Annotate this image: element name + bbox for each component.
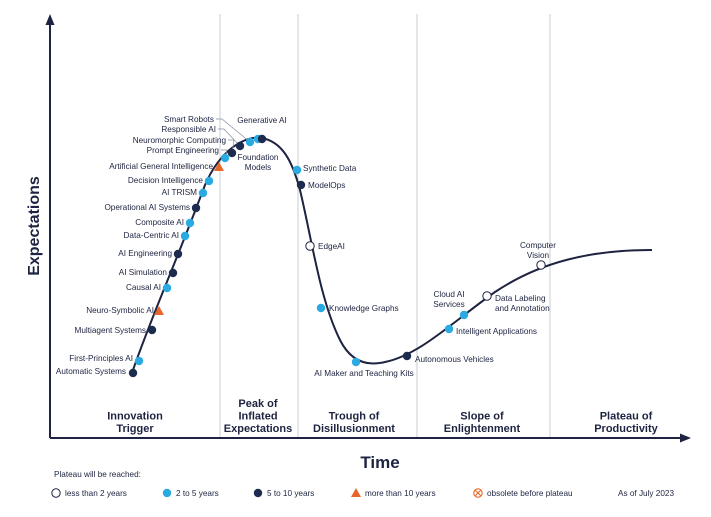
as-of-date: As of July 2023 [618, 489, 674, 498]
legend-item-obsolete-before-plateau: obsolete before plateau [487, 489, 573, 498]
legend-marker-5-to-10-years [253, 488, 263, 498]
tech-label-computer-vision: Computer [520, 241, 556, 250]
marker-causal-ai [162, 283, 172, 293]
label-leader-lines [216, 118, 251, 159]
phase-label-peak-of-inflated-expectations: Inflated [238, 411, 277, 423]
tech-label-data-labeling-and-annotation: and Annotation [495, 304, 550, 313]
leader-line [216, 118, 251, 143]
legend-title: Plateau will be reached: [54, 470, 141, 479]
tech-label-multiagent-systems: Multiagent Systems [75, 326, 146, 335]
tech-label-edgeai: EdgeAI [318, 242, 345, 251]
tech-label-ai-simulation: AI Simulation [119, 268, 168, 277]
tech-label-data-centric-ai: Data-Centric AI [123, 231, 179, 240]
marker-autonomous-vehicles [402, 351, 412, 361]
phase-label-peak-of-inflated-expectations: Expectations [224, 423, 292, 435]
tech-label-decision-intelligence: Decision Intelligence [128, 176, 204, 185]
tech-label-ai-engineering: AI Engineering [118, 249, 172, 258]
marker-composite-ai [185, 218, 195, 228]
tech-label-prompt-engineering: Prompt Engineering [147, 146, 220, 155]
tech-label-first-principles-ai: First-Principles AI [69, 354, 133, 363]
marker-multiagent-systems [147, 325, 157, 335]
marker-cloud-ai-services [459, 310, 469, 320]
marker-ai-trism [198, 188, 208, 198]
marker-neuro-symbolic-ai [154, 306, 164, 315]
tech-label-generative-ai: Generative AI [237, 116, 287, 125]
phase-label-trough-of-disillusionment: Trough of [329, 411, 380, 423]
phase-label-plateau-of-productivity: Plateau of [600, 411, 653, 423]
tech-label-operational-ai-systems: Operational AI Systems [104, 203, 190, 212]
tech-label-responsible-ai: Responsible AI [161, 125, 216, 134]
phase-label-trough-of-disillusionment: Disillusionment [313, 423, 395, 435]
x-axis-arrow [680, 433, 691, 443]
tech-label-smart-robots: Smart Robots [164, 115, 214, 124]
x-axis-title: Time [360, 453, 399, 472]
tech-label-synthetic-data: Synthetic Data [303, 164, 357, 173]
marker-automatic-systems [128, 368, 138, 378]
phase-label-plateau-of-productivity: Productivity [594, 423, 658, 435]
marker-intelligent-applications [444, 324, 454, 334]
tech-label-foundation-models: Models [245, 163, 271, 172]
hype-curve [131, 136, 653, 374]
technology-markers [128, 134, 546, 378]
marker-ai-simulation [168, 268, 178, 278]
tech-label-neuromorphic-computing: Neuromorphic Computing [133, 136, 227, 145]
marker-data-centric-ai [180, 231, 190, 241]
legend-marker-obsolete-before-plateau [473, 488, 483, 498]
tech-label-cloud-ai-services: Cloud AI [434, 290, 465, 299]
tech-label-foundation-models: Foundation [238, 153, 279, 162]
tech-label-causal-ai: Causal AI [126, 283, 161, 292]
phase-dividers [219, 14, 551, 438]
legend-marker-more-than-10-years [351, 488, 361, 497]
tech-label-artificial-general-intelligence: Artificial General Intelligence [109, 162, 213, 171]
marker-neuromorphic-computing [227, 148, 237, 158]
tech-label-ai-trism: AI TRISM [162, 188, 198, 197]
tech-label-knowledge-graphs: Knowledge Graphs [329, 304, 399, 313]
marker-prompt-engineering [220, 153, 230, 163]
axes: Expectations Time [26, 14, 691, 472]
phase-label-slope-of-enlightenment: Enlightenment [444, 423, 521, 435]
tech-label-intelligent-applications: Intelligent Applications [456, 327, 537, 336]
technology-labels: Automatic Systems First-Principles AI Mult… [56, 115, 556, 378]
legend-item-less-than-2-years: less than 2 years [65, 489, 127, 498]
marker-modelops [296, 180, 306, 190]
marker-ai-maker-and-teaching-kits [351, 357, 361, 367]
tech-label-ai-maker-and-teaching-kits: AI Maker and Teaching Kits [314, 369, 414, 378]
marker-knowledge-graphs [316, 303, 326, 313]
tech-label-cloud-ai-services: Services [433, 300, 464, 309]
tech-label-modelops: ModelOps [308, 181, 345, 190]
legend-marker-2-to-5-years [162, 488, 172, 498]
phase-label-peak-of-inflated-expectations: Peak of [238, 398, 277, 410]
tech-label-data-labeling-and-annotation: Data Labeling [495, 294, 546, 303]
legend-item-2-to-5-years: 2 to 5 years [176, 489, 219, 498]
legend-item-5-to-10-years: 5 to 10 years [267, 489, 314, 498]
marker-operational-ai-systems [191, 203, 201, 213]
marker-first-principles-ai [134, 356, 144, 366]
phase-label-innovation-trigger: Innovation [107, 411, 163, 423]
leader-line [218, 128, 241, 147]
marker-synthetic-data [292, 165, 302, 175]
marker-edgeai [305, 241, 315, 251]
legend-marker-less-than-2-years [51, 488, 61, 498]
marker-artificial-general-intelligence [214, 162, 224, 171]
phase-label-innovation-trigger: Trigger [116, 423, 154, 435]
marker-ai-engineering [173, 249, 183, 259]
legend-item-more-than-10-years: more than 10 years [365, 489, 436, 498]
tech-label-computer-vision: Vision [527, 251, 550, 260]
marker-responsible-ai [235, 141, 245, 151]
tech-label-composite-ai: Composite AI [135, 218, 184, 227]
y-axis-title: Expectations [26, 176, 43, 276]
tech-label-autonomous-vehicles: Autonomous Vehicles [415, 355, 494, 364]
phase-label-slope-of-enlightenment: Slope of [460, 411, 504, 423]
tech-label-neuro-symbolic-ai: Neuro-Symbolic AI [86, 306, 154, 315]
legend: Plateau will be reached: less than 2 year… [51, 470, 674, 498]
marker-foundation-models [257, 134, 267, 144]
marker-smart-robots [245, 137, 255, 147]
marker-data-labeling-and-annotation [482, 291, 492, 301]
marker-computer-vision [536, 260, 546, 270]
marker-decision-intelligence [204, 176, 214, 186]
tech-label-automatic-systems: Automatic Systems [56, 367, 126, 376]
y-axis-arrow [45, 14, 55, 25]
